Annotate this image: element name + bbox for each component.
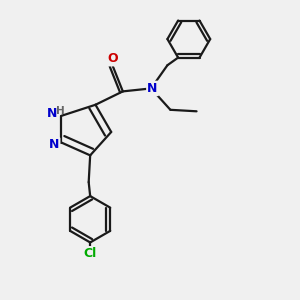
- Text: H: H: [56, 106, 64, 116]
- Text: N: N: [49, 138, 59, 152]
- Text: N: N: [47, 107, 57, 120]
- Text: N: N: [147, 82, 158, 95]
- Text: O: O: [107, 52, 118, 65]
- Text: Cl: Cl: [83, 247, 97, 260]
